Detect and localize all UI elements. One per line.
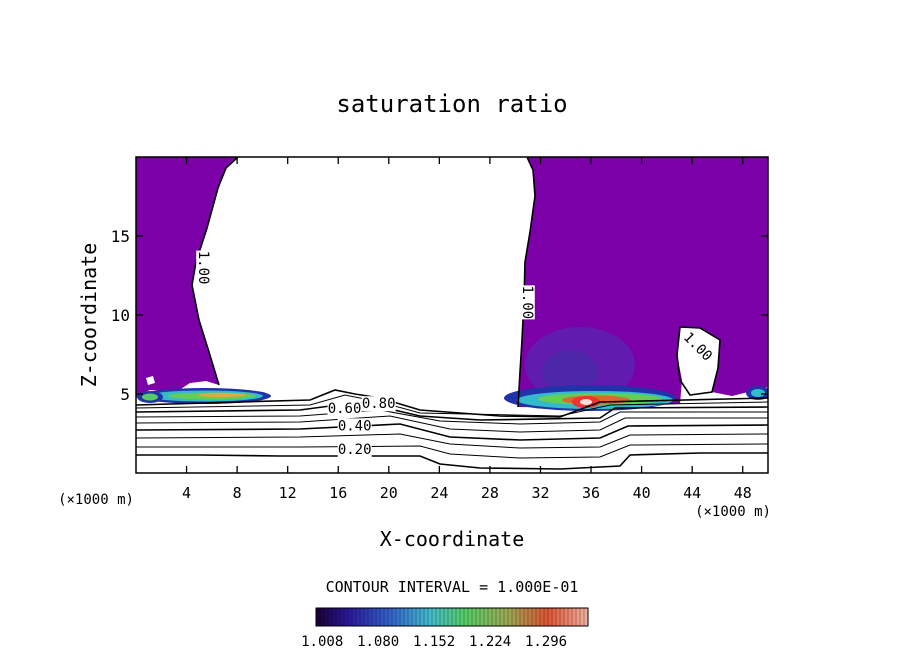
contour-label-bg <box>519 285 535 320</box>
x-tick-label: 16 <box>329 484 347 502</box>
contour-label: 1.00 <box>519 286 535 320</box>
x-tick-label: 32 <box>531 484 549 502</box>
plot-area <box>136 157 768 473</box>
x-unit-left: (×1000 m) <box>58 492 134 508</box>
colorbar-tick-label: 1.008 <box>301 634 343 650</box>
x-tick-label: 4 <box>182 484 191 502</box>
colorbar-tick-label: 1.152 <box>413 634 455 650</box>
x-unit-right: (×1000 m) <box>695 504 771 520</box>
contour-label-bg <box>361 396 396 412</box>
x-tick-label: 48 <box>734 484 752 502</box>
contour-label: 0.20 <box>338 442 372 458</box>
y-tick-label: 5 <box>120 385 130 404</box>
contour-label: 0.60 <box>328 401 362 417</box>
contour-label-bg <box>680 329 716 364</box>
contour-label: 1.00 <box>195 251 211 285</box>
x-axis-ticks: 4 8 12 16 20 24 28 32 36 40 44 48 <box>182 157 752 502</box>
colorbar-tick-labels: 1.008 1.080 1.152 1.224 1.296 <box>301 634 567 650</box>
x-tick-label: 12 <box>279 484 297 502</box>
x-tick-label: 28 <box>481 484 499 502</box>
y-axis-label: Z-coordinate <box>77 243 101 388</box>
contour-label-bg <box>337 418 372 434</box>
x-tick-label: 40 <box>633 484 651 502</box>
contour-labels: 0.200.400.60 0.801.001.001.00 <box>195 250 716 458</box>
x-axis-label: X-coordinate <box>380 527 525 551</box>
contour-label: 0.40 <box>338 418 372 434</box>
contour-label-bg <box>327 400 362 416</box>
supersat-band-left <box>137 388 271 404</box>
contour-label-bg <box>337 442 372 458</box>
x-tick-label: 44 <box>683 484 701 502</box>
colorbar-tick-label: 1.224 <box>469 634 511 650</box>
y-tick-label: 10 <box>111 306 130 325</box>
contour-label: 0.80 <box>362 396 396 412</box>
contour-lines <box>136 157 768 470</box>
contour-interval-label: CONTOUR INTERVAL = 1.000E-01 <box>326 578 579 596</box>
x-tick-label: 8 <box>233 484 242 502</box>
x-tick-label: 20 <box>380 484 398 502</box>
y-axis-ticks: 5 10 15 <box>111 227 768 404</box>
contour-label-bg <box>196 250 212 285</box>
y-tick-label: 15 <box>111 227 130 246</box>
colorbar-tick-label: 1.080 <box>357 634 399 650</box>
chart-title: saturation ratio <box>336 90 567 118</box>
x-tick-label: 36 <box>582 484 600 502</box>
colorbar-tick-label: 1.296 <box>525 634 567 650</box>
x-tick-label: 24 <box>430 484 448 502</box>
